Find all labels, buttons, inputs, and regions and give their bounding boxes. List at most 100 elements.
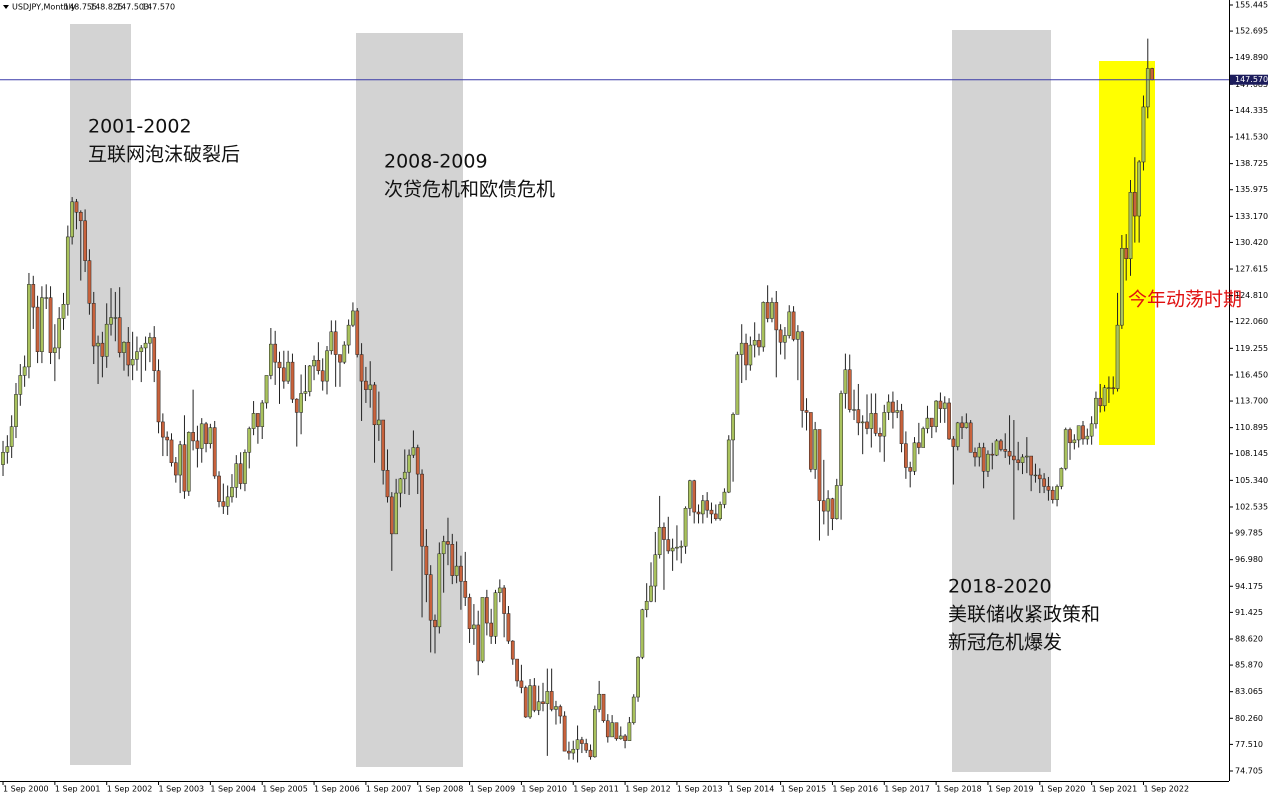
candle-body bbox=[148, 337, 152, 344]
y-tick-label: 108.145 bbox=[1235, 449, 1268, 458]
candle-body bbox=[1046, 486, 1051, 491]
candle-body bbox=[48, 297, 53, 353]
candle-body bbox=[1124, 248, 1129, 259]
candle-body bbox=[921, 428, 926, 448]
candle-body bbox=[567, 750, 571, 754]
candle-body bbox=[1059, 468, 1064, 487]
candle-body bbox=[653, 554, 658, 587]
candle-body bbox=[947, 402, 951, 440]
candle-body bbox=[199, 423, 204, 449]
candle-body bbox=[230, 487, 234, 498]
candle-body bbox=[217, 475, 221, 502]
candle-body bbox=[748, 344, 753, 366]
candle-body bbox=[351, 310, 355, 326]
candle-body bbox=[826, 498, 830, 512]
candle-body bbox=[100, 342, 105, 357]
candle-body bbox=[977, 447, 982, 458]
candle-body bbox=[696, 511, 701, 515]
candle-body bbox=[126, 341, 131, 366]
candle-body bbox=[104, 323, 109, 357]
y-tick-label: 130.420 bbox=[1235, 238, 1268, 247]
candle-body bbox=[1007, 451, 1012, 457]
candle-body bbox=[377, 419, 381, 426]
candle-body bbox=[994, 440, 999, 456]
candle-body bbox=[1107, 387, 1111, 389]
candle-body bbox=[1063, 429, 1068, 469]
candle-body bbox=[722, 491, 727, 505]
candle-body bbox=[307, 365, 312, 392]
candle-body bbox=[713, 513, 718, 519]
candle-body bbox=[1098, 397, 1103, 407]
candle-body bbox=[372, 384, 377, 426]
header-high: 148.825 bbox=[90, 3, 123, 12]
candle-body bbox=[549, 691, 554, 710]
candle-body bbox=[882, 412, 887, 437]
candle-body bbox=[765, 302, 770, 319]
candle-body bbox=[791, 311, 796, 340]
candle-body bbox=[1068, 429, 1072, 444]
candle-body bbox=[476, 624, 481, 662]
candle-body bbox=[886, 401, 891, 413]
candle-body bbox=[57, 318, 62, 349]
candle-body bbox=[204, 423, 208, 444]
annotation: 次贷危机和欧债危机 bbox=[384, 179, 555, 201]
candle-body bbox=[161, 421, 165, 438]
candle-body bbox=[178, 444, 182, 476]
x-tick-label: 1 Sep 2017 bbox=[884, 785, 930, 794]
y-tick-label: 127.615 bbox=[1235, 265, 1268, 274]
candle-body bbox=[96, 342, 100, 347]
x-tick-label: 1 Sep 2018 bbox=[936, 785, 982, 794]
y-tick-label: 155.445 bbox=[1235, 1, 1268, 10]
candle-body bbox=[558, 706, 563, 717]
candle-body bbox=[709, 509, 714, 515]
candle-body bbox=[277, 361, 282, 369]
candle-body bbox=[212, 427, 217, 477]
candle-body bbox=[22, 366, 27, 376]
candle-body bbox=[5, 446, 10, 453]
candle-body bbox=[614, 722, 619, 740]
x-tick-label: 1 Sep 2022 bbox=[1143, 785, 1189, 794]
candle-body bbox=[700, 500, 705, 515]
candle-body bbox=[437, 553, 442, 628]
x-tick-label: 1 Sep 2014 bbox=[729, 785, 775, 794]
candle-body bbox=[692, 480, 697, 513]
annotation: 2001-2002 bbox=[88, 116, 192, 138]
candle-body bbox=[562, 715, 567, 752]
x-tick-label: 1 Sep 2004 bbox=[210, 785, 256, 794]
candle-body bbox=[1037, 474, 1042, 480]
candle-body bbox=[960, 422, 964, 428]
y-tick-label: 135.975 bbox=[1235, 185, 1268, 194]
candle-body bbox=[122, 341, 126, 353]
candle-body bbox=[338, 354, 342, 363]
candle-body bbox=[53, 347, 57, 353]
candle-body bbox=[895, 410, 900, 413]
y-tick-label: 83.065 bbox=[1235, 687, 1263, 696]
header-close: 147.570 bbox=[142, 3, 175, 12]
candle-body bbox=[117, 317, 122, 353]
candle-body bbox=[904, 443, 908, 468]
candle-body bbox=[65, 236, 70, 305]
candle-body bbox=[839, 393, 843, 486]
candle-body bbox=[139, 347, 144, 352]
candle-body bbox=[9, 426, 14, 447]
candle-body bbox=[519, 680, 524, 688]
candle-body bbox=[368, 384, 373, 390]
current-price-label: 147.570 bbox=[1235, 75, 1268, 84]
candle-body bbox=[964, 422, 969, 428]
candle-body bbox=[424, 545, 429, 575]
candle-body bbox=[986, 453, 990, 472]
candle-body bbox=[860, 421, 865, 424]
candle-body bbox=[238, 463, 243, 484]
candle-body bbox=[91, 303, 96, 347]
symbol-title: USDJPY,Monthly bbox=[12, 3, 76, 12]
candle-body bbox=[316, 359, 321, 371]
candle-body bbox=[355, 310, 360, 355]
header-low: 147.503 bbox=[116, 3, 149, 12]
candle-body bbox=[705, 500, 710, 511]
candle-body bbox=[113, 317, 118, 319]
candle-body bbox=[575, 739, 580, 750]
x-tick-label: 1 Sep 2000 bbox=[3, 785, 49, 794]
menu-icon[interactable] bbox=[3, 5, 9, 9]
candle-body bbox=[515, 658, 519, 682]
